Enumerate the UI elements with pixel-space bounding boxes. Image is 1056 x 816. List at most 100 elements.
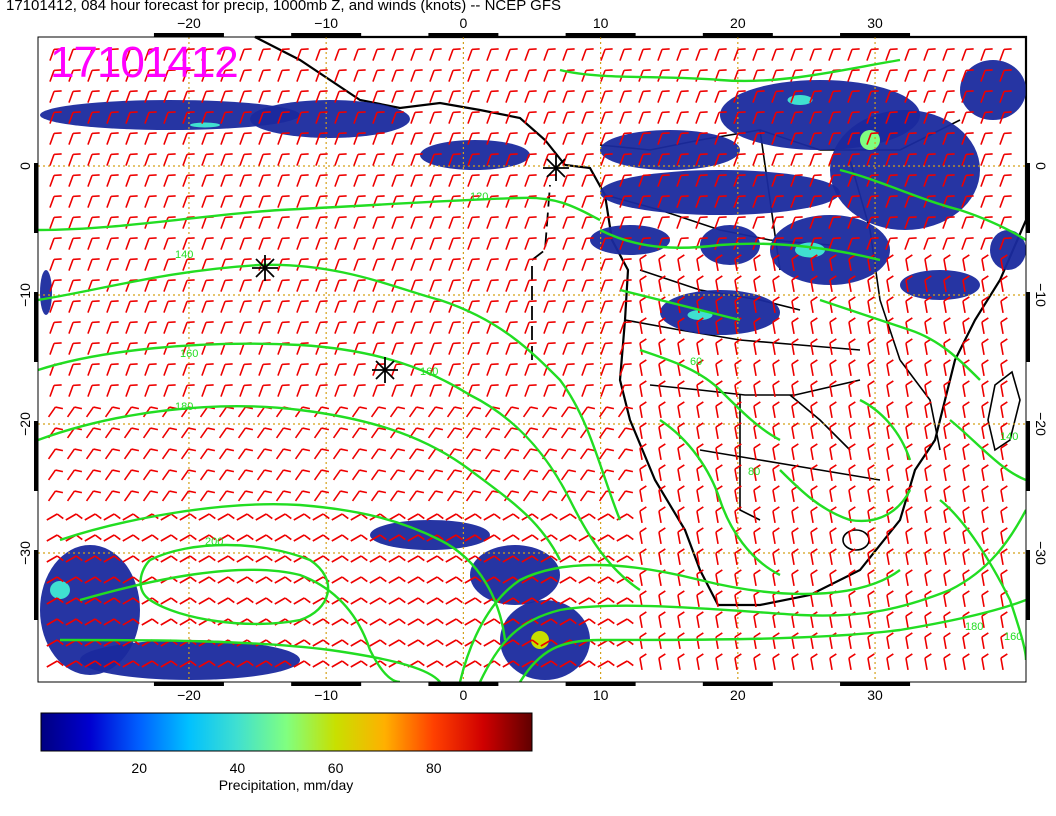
wind-barb xyxy=(144,90,157,103)
wind-barb xyxy=(696,254,704,272)
wind-barb xyxy=(962,569,970,587)
wind-barb xyxy=(49,195,62,208)
wind-barb xyxy=(1000,296,1008,314)
lon-tick-label-bottom: 0 xyxy=(459,687,467,703)
wind-barb xyxy=(163,363,176,376)
wind-barb xyxy=(391,321,404,334)
wind-barb xyxy=(163,279,176,292)
wind-barb xyxy=(275,448,292,460)
wind-barb xyxy=(619,300,632,313)
wind-barb xyxy=(294,469,311,481)
wind-barb xyxy=(791,632,799,650)
wind-barb xyxy=(408,490,425,502)
wind-barb xyxy=(541,490,558,502)
wind-barb xyxy=(677,296,685,314)
wind-barb xyxy=(677,401,685,419)
wind-barb xyxy=(1000,548,1008,566)
wind-barb xyxy=(734,275,742,293)
wind-barb xyxy=(277,363,290,376)
wind-barb xyxy=(924,443,932,461)
wind-barb xyxy=(277,384,290,397)
wind-barb xyxy=(638,132,651,145)
wind-barb xyxy=(353,132,366,145)
wind-barb xyxy=(715,359,723,377)
wind-barb xyxy=(905,422,913,440)
wind-barb xyxy=(218,427,235,439)
wind-barb xyxy=(810,464,818,482)
wind-barb xyxy=(560,406,577,418)
wind-barb xyxy=(904,237,917,250)
wind-barb xyxy=(464,576,482,584)
wind-barb xyxy=(829,548,837,566)
wind-barb xyxy=(943,527,951,545)
wind-barb xyxy=(619,174,632,187)
wind-barb xyxy=(619,258,632,271)
wind-barb xyxy=(106,195,119,208)
wind-barb xyxy=(104,490,121,502)
wind-barb xyxy=(236,660,254,668)
wind-barb xyxy=(658,275,666,293)
wind-barb xyxy=(677,464,685,482)
wind-barb xyxy=(886,359,894,377)
wind-barb xyxy=(847,132,860,145)
wind-barb xyxy=(981,254,989,272)
wind-barb xyxy=(255,513,273,521)
wind-barb xyxy=(410,342,423,355)
wind-barb xyxy=(446,490,463,502)
wind-barb xyxy=(408,448,425,460)
wind-barb xyxy=(296,300,309,313)
wind-barb xyxy=(961,48,974,61)
wind-barb xyxy=(562,237,575,250)
wind-barb xyxy=(905,401,913,419)
contour-label: 200 xyxy=(205,536,223,548)
wind-barb xyxy=(677,338,685,356)
wind-barb xyxy=(47,448,64,460)
wind-barb xyxy=(658,485,666,503)
wind-barb xyxy=(391,48,404,61)
wind-barb xyxy=(334,111,347,124)
frame-bar-left xyxy=(34,292,38,362)
wind-barb xyxy=(142,448,159,460)
wind-barb xyxy=(258,384,271,397)
lat-tick-label-left: −20 xyxy=(17,412,33,436)
wind-barb xyxy=(445,639,463,647)
wind-barb xyxy=(943,275,951,293)
wind-barb xyxy=(502,534,520,542)
wind-barb xyxy=(483,534,501,542)
wind-barb xyxy=(885,69,898,82)
wind-barb xyxy=(638,111,651,124)
wind-barb xyxy=(293,597,311,605)
wind-barb xyxy=(389,448,406,460)
wind-barb xyxy=(829,422,837,440)
wind-barb xyxy=(600,384,613,397)
wind-barb xyxy=(961,132,974,145)
wind-barb xyxy=(369,534,387,542)
wind-barb xyxy=(581,174,594,187)
wind-barb xyxy=(617,490,634,502)
wind-barb xyxy=(521,639,539,647)
wind-barb xyxy=(505,258,518,271)
wind-barb xyxy=(543,258,556,271)
wind-barb xyxy=(315,69,328,82)
wind-barb xyxy=(258,48,271,61)
contour-label: 160 xyxy=(420,366,438,378)
wind-barb xyxy=(923,195,936,208)
wind-barb xyxy=(274,555,292,563)
wind-barb xyxy=(429,321,442,334)
wind-barb xyxy=(942,237,955,250)
wind-barb xyxy=(49,258,62,271)
colorbar-tick-label: 60 xyxy=(328,760,344,776)
wind-barb xyxy=(179,660,197,668)
wind-barb xyxy=(258,300,271,313)
wind-barb xyxy=(258,216,271,229)
wind-barb xyxy=(579,490,596,502)
wind-barb xyxy=(486,342,499,355)
wind-barb xyxy=(201,321,214,334)
wind-barb xyxy=(161,427,178,439)
wind-barb xyxy=(256,448,273,460)
wind-barb xyxy=(696,296,704,314)
lon-tick-label-top: 20 xyxy=(730,15,746,31)
wind-barb xyxy=(179,618,197,626)
wind-barb xyxy=(315,279,328,292)
wind-barb xyxy=(236,597,254,605)
